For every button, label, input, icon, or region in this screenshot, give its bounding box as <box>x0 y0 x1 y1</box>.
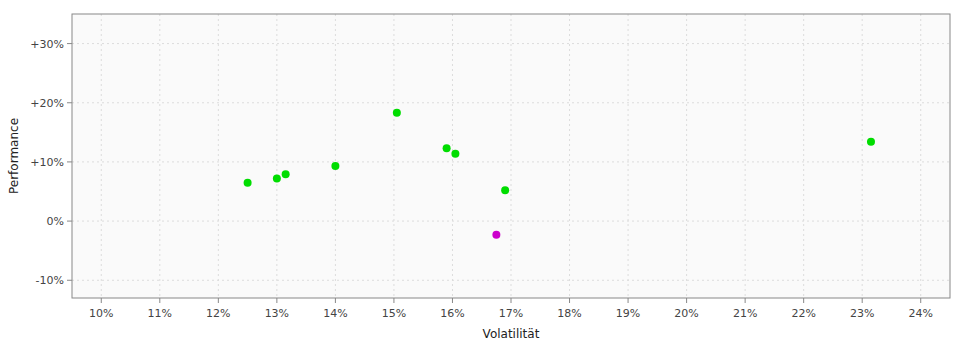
tick-mark <box>393 298 394 303</box>
tick-label: 12% <box>206 307 230 320</box>
grid-line <box>511 14 512 298</box>
grid-line <box>686 14 687 298</box>
grid <box>72 14 950 298</box>
tick-mark <box>745 298 746 303</box>
tick-mark <box>920 298 921 303</box>
tick-mark <box>335 298 336 303</box>
tick-label: 16% <box>440 307 464 320</box>
tick-mark <box>276 298 277 303</box>
tick-label: 19% <box>616 307 640 320</box>
grid-line <box>803 14 804 298</box>
plot-area <box>72 14 950 298</box>
grid-line <box>335 14 336 298</box>
tick-label: 23% <box>850 307 874 320</box>
tick-mark <box>862 298 863 303</box>
point <box>443 144 451 152</box>
tick-label: 18% <box>557 307 581 320</box>
x-axis-label: Volatilität <box>483 327 540 341</box>
tick-label: 0% <box>47 215 64 228</box>
series <box>244 109 875 195</box>
point <box>867 138 875 146</box>
tick-mark <box>67 161 72 162</box>
point <box>492 231 500 239</box>
tick-label: 22% <box>791 307 815 320</box>
grid-line <box>745 14 746 298</box>
grid-line <box>276 14 277 298</box>
grid-line <box>862 14 863 298</box>
tick-label: +30% <box>30 38 64 51</box>
tick-label: 13% <box>265 307 289 320</box>
tick-label: +20% <box>30 97 64 110</box>
point <box>331 162 339 170</box>
tick-mark <box>511 298 512 303</box>
plot-frame <box>72 14 950 298</box>
grid-line <box>569 14 570 298</box>
y-axis-label: Performance <box>7 118 21 194</box>
tick-mark <box>67 221 72 222</box>
tick-mark <box>452 298 453 303</box>
grid-line <box>72 221 950 222</box>
tick-mark <box>67 43 72 44</box>
tick-mark <box>803 298 804 303</box>
tick-label: +10% <box>30 156 64 169</box>
grid-line <box>72 161 950 162</box>
tick-label: 21% <box>733 307 757 320</box>
grid-line <box>159 14 160 298</box>
tick-label: 14% <box>323 307 347 320</box>
point <box>451 150 459 158</box>
point <box>393 109 401 117</box>
grid-line <box>101 14 102 298</box>
grid-line <box>920 14 921 298</box>
tick-mark <box>159 298 160 303</box>
chart: 10% 11% 12% 13% 14% 15% 16% 17% 18% 19% 20% 21% 22% 2… <box>0 0 966 350</box>
grid-line <box>393 14 394 298</box>
tick-mark <box>101 298 102 303</box>
tick-mark <box>67 102 72 103</box>
tick-label: 10% <box>89 307 113 320</box>
grid-line <box>72 280 950 281</box>
grid-line <box>218 14 219 298</box>
tick-label: 11% <box>148 307 172 320</box>
tick-mark <box>67 280 72 281</box>
tick-label: 15% <box>382 307 406 320</box>
tick-label: 17% <box>499 307 523 320</box>
tick-label: 24% <box>909 307 933 320</box>
point <box>501 186 509 194</box>
grid-line <box>628 14 629 298</box>
grid-line <box>72 43 950 44</box>
point <box>244 179 252 187</box>
tick-mark <box>218 298 219 303</box>
tick-mark <box>569 298 570 303</box>
grid-line <box>72 102 950 103</box>
tick-mark <box>628 298 629 303</box>
series <box>492 231 500 239</box>
points <box>244 109 875 239</box>
point <box>273 174 281 182</box>
axes: 10% 11% 12% 13% 14% 15% 16% 17% 18% 19% 20% 21% 22% 2… <box>30 14 950 320</box>
tick-label: 20% <box>674 307 698 320</box>
point <box>282 170 290 178</box>
tick-mark <box>686 298 687 303</box>
tick-label: -10% <box>36 274 64 287</box>
